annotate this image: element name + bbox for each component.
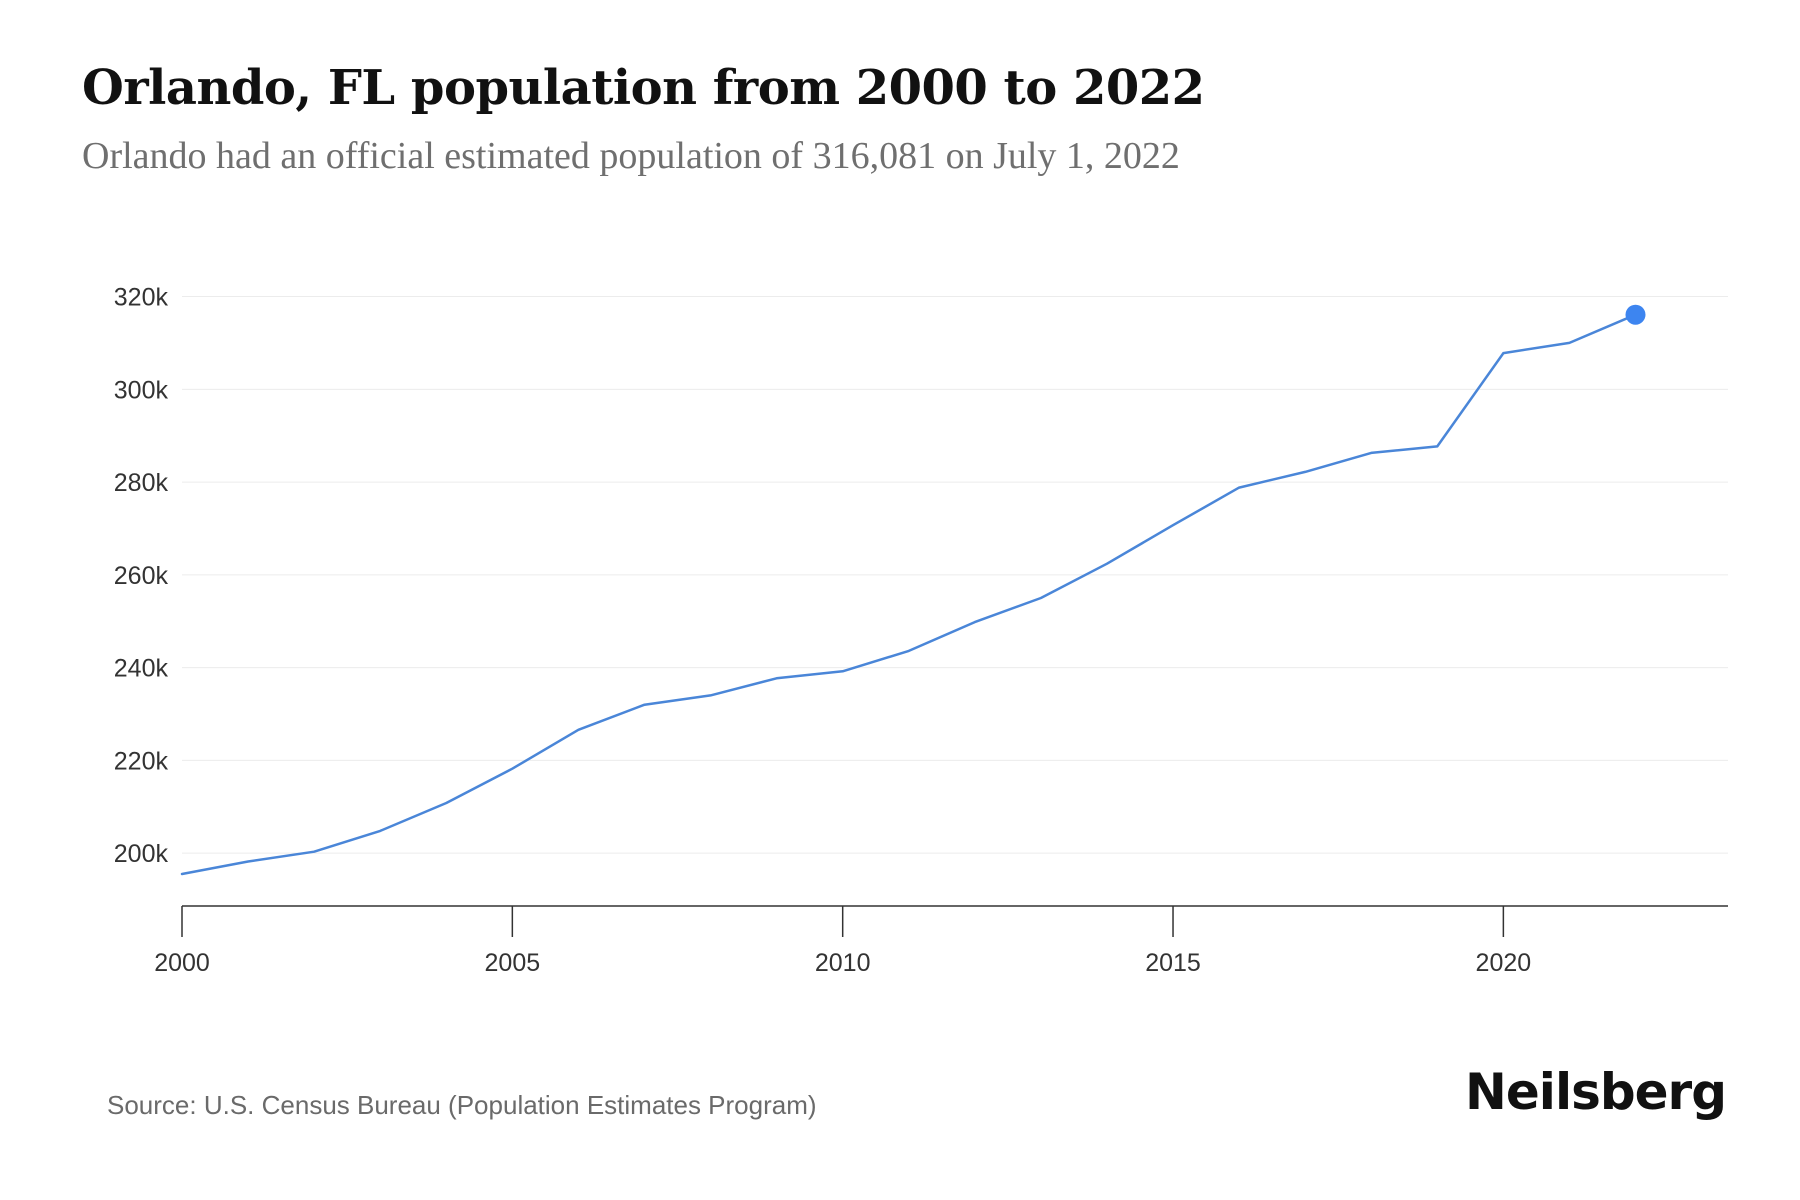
y-axis-labels: 200k 220k 240k 260k 280k 300k 320k	[114, 284, 169, 869]
x-tick-label: 2000	[154, 949, 210, 977]
y-tick-label: 200k	[114, 840, 169, 868]
y-tick-label: 320k	[114, 284, 169, 312]
chart-title: Orlando, FL population from 2000 to 2022	[82, 60, 1205, 116]
neilsberg-logo: Neilsberg	[1465, 1063, 1727, 1121]
y-tick-label: 260k	[114, 562, 169, 590]
gridlines	[182, 296, 1728, 854]
x-tick-label: 2010	[815, 949, 871, 977]
last-data-point	[1625, 304, 1646, 325]
series-layer	[180, 304, 1646, 876]
y-tick-label: 240k	[114, 655, 169, 683]
population-series-line	[180, 313, 1637, 876]
y-tick-label: 220k	[114, 747, 169, 775]
y-tick-label: 280k	[114, 469, 169, 497]
x-tick-label: 2005	[485, 949, 541, 977]
x-tick-label: 2020	[1476, 949, 1532, 977]
x-tick-label: 2015	[1145, 949, 1201, 977]
source-note: Source: U.S. Census Bureau (Population E…	[107, 1090, 817, 1120]
x-axis: 2000 2005 2010 2015 2020	[154, 905, 1728, 977]
y-tick-label: 300k	[114, 376, 169, 404]
chart-subtitle: Orlando had an official estimated popula…	[82, 135, 1180, 177]
